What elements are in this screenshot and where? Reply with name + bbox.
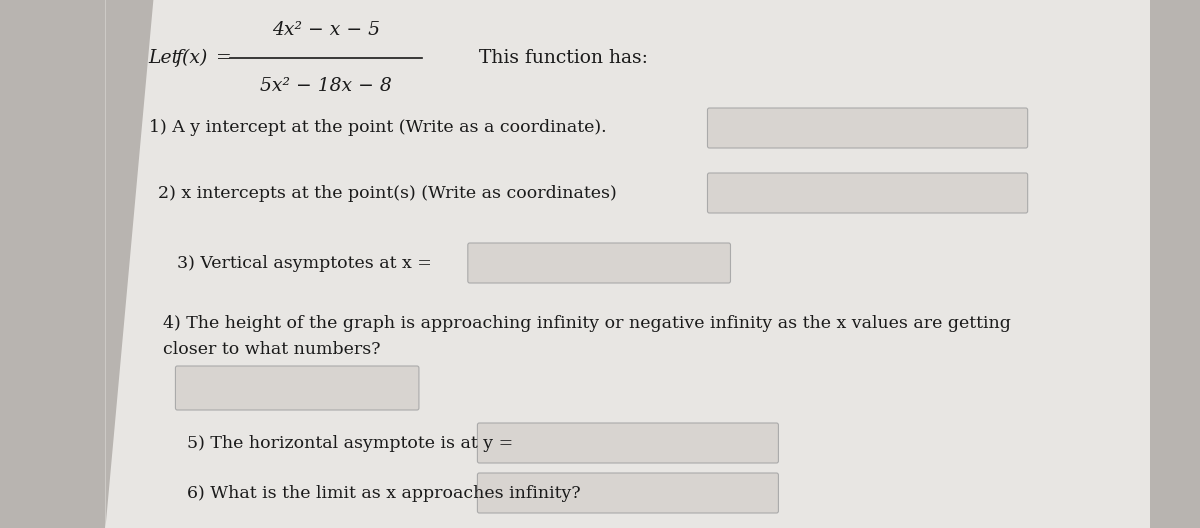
Text: 2) x intercepts at the point(s) (Write as coordinates): 2) x intercepts at the point(s) (Write a… [158,184,617,202]
FancyBboxPatch shape [468,243,731,283]
Text: 6) What is the limit as x approaches infinity?: 6) What is the limit as x approaches inf… [187,485,581,502]
FancyBboxPatch shape [175,366,419,410]
Text: 1) A y intercept at the point (Write as a coordinate).: 1) A y intercept at the point (Write as … [149,119,606,137]
Text: 5x² − 18x − 8: 5x² − 18x − 8 [260,77,392,95]
Polygon shape [106,0,154,528]
Text: 4x² − x − 5: 4x² − x − 5 [272,21,380,39]
Text: Let: Let [149,49,186,67]
FancyBboxPatch shape [478,423,779,463]
Text: f(x): f(x) [175,49,208,67]
Text: 5) The horizontal asymptote is at y =: 5) The horizontal asymptote is at y = [187,435,514,451]
FancyBboxPatch shape [708,173,1027,213]
Text: =: = [216,49,232,67]
Text: closer to what numbers?: closer to what numbers? [163,342,380,359]
Text: 3) Vertical asymptotes at x =: 3) Vertical asymptotes at x = [178,254,432,271]
FancyBboxPatch shape [478,473,779,513]
Text: This function has:: This function has: [479,49,648,67]
Text: 4) The height of the graph is approaching infinity or negative infinity as the x: 4) The height of the graph is approachin… [163,315,1010,332]
FancyBboxPatch shape [708,108,1027,148]
